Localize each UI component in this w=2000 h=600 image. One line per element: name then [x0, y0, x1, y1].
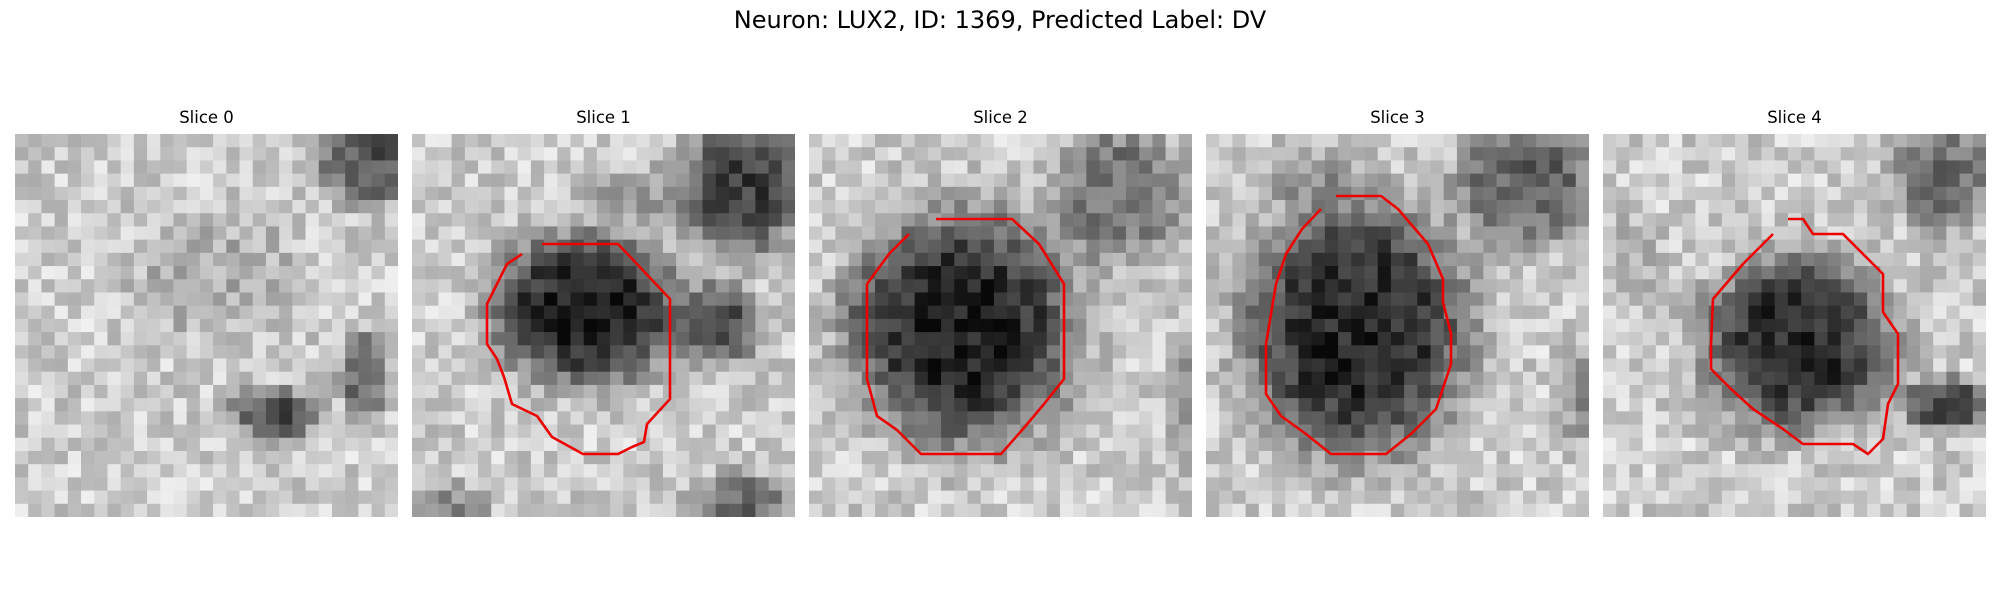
slice-title: Slice 3 — [1370, 108, 1425, 127]
slice-title: Slice 2 — [973, 108, 1028, 127]
slice-title: Slice 1 — [576, 108, 631, 127]
neuron-contour — [1264, 194, 1453, 456]
slice-image — [412, 134, 795, 517]
figure-title: Neuron: LUX2, ID: 1369, Predicted Label:… — [733, 6, 1267, 34]
slice-title: Slice 0 — [179, 108, 234, 127]
neuron-contour — [865, 217, 1066, 456]
neuron-contour — [1709, 217, 1900, 456]
slice-image — [809, 134, 1192, 517]
neuron-contour — [485, 242, 672, 456]
slice-title: Slice 4 — [1767, 108, 1822, 127]
slice-image — [1603, 134, 1986, 517]
slice-image — [1206, 134, 1589, 517]
slice-image — [15, 134, 398, 517]
